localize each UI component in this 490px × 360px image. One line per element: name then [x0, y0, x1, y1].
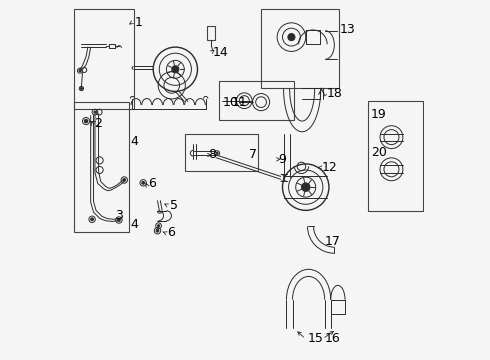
- Bar: [185, 134, 258, 171]
- Text: 7: 7: [248, 148, 257, 162]
- Text: 12: 12: [322, 161, 338, 174]
- Circle shape: [123, 179, 126, 181]
- Circle shape: [288, 33, 295, 41]
- Text: 16: 16: [324, 333, 340, 346]
- Text: 18: 18: [327, 87, 343, 100]
- Text: 1: 1: [134, 15, 142, 28]
- Text: 10: 10: [222, 96, 238, 109]
- Text: 4: 4: [130, 135, 138, 148]
- Circle shape: [216, 152, 218, 154]
- Text: 4: 4: [130, 218, 138, 231]
- Text: 2: 2: [94, 117, 102, 130]
- Text: 17: 17: [324, 235, 340, 248]
- Circle shape: [157, 225, 160, 227]
- Text: 9: 9: [278, 153, 286, 166]
- Text: 15: 15: [308, 333, 323, 346]
- Text: 8: 8: [208, 148, 216, 162]
- Circle shape: [142, 181, 145, 184]
- Text: 20: 20: [371, 146, 387, 159]
- Circle shape: [94, 111, 96, 113]
- Bar: [220, 81, 294, 120]
- Text: 14: 14: [213, 46, 229, 59]
- Text: 3: 3: [115, 209, 122, 222]
- Circle shape: [172, 66, 179, 73]
- Circle shape: [156, 229, 159, 232]
- Bar: [368, 101, 422, 211]
- Text: 5: 5: [170, 199, 178, 212]
- Text: 13: 13: [340, 23, 355, 36]
- Text: 19: 19: [371, 108, 387, 121]
- Circle shape: [80, 87, 82, 90]
- Circle shape: [301, 183, 310, 192]
- Bar: [207, 26, 215, 40]
- Circle shape: [91, 218, 94, 221]
- Text: 6: 6: [148, 177, 156, 190]
- Circle shape: [84, 119, 88, 123]
- Text: 11: 11: [232, 96, 247, 109]
- Circle shape: [79, 69, 81, 72]
- Bar: [261, 9, 339, 88]
- Bar: [74, 102, 129, 232]
- Circle shape: [118, 219, 121, 221]
- Bar: [74, 9, 134, 109]
- Text: 6: 6: [167, 226, 175, 239]
